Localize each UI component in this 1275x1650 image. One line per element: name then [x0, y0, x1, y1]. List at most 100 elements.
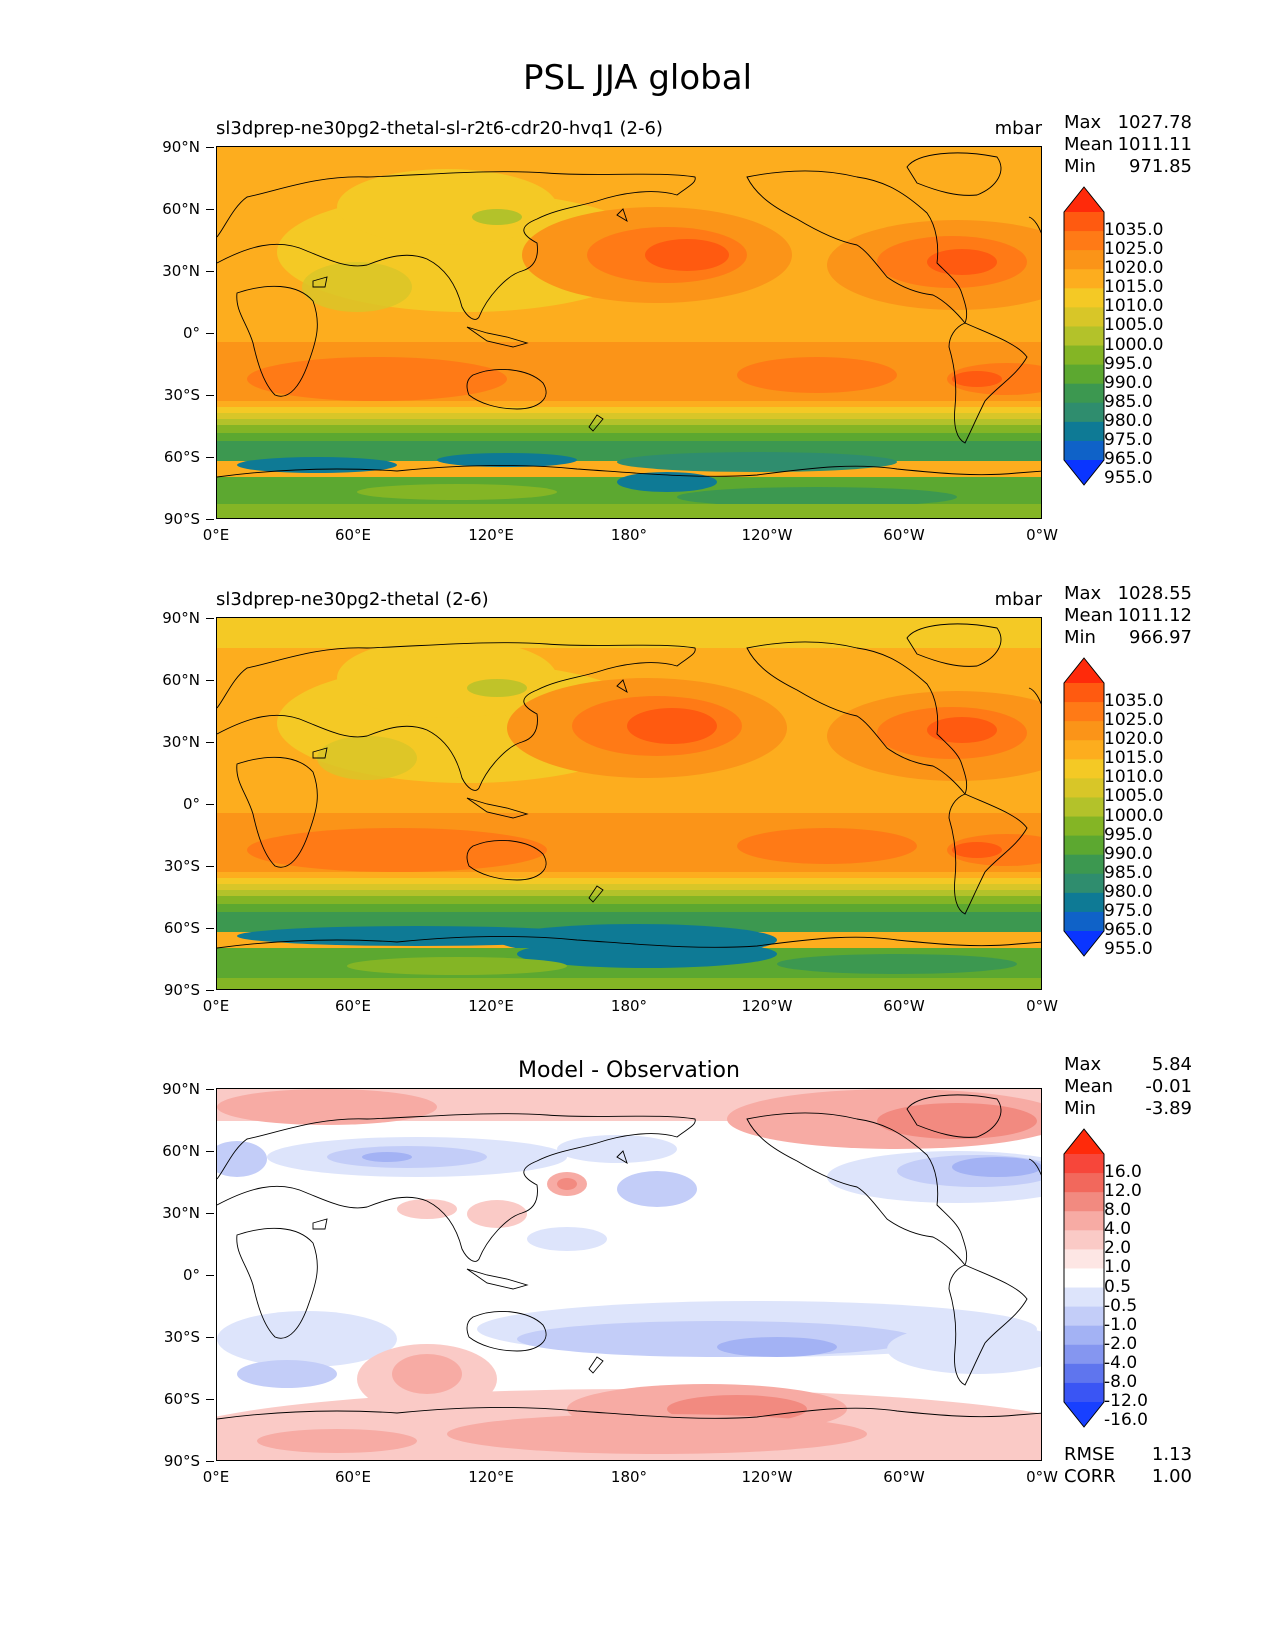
colorbar-tick-label: 1.0 — [1104, 1257, 1132, 1278]
corr-label: CORR — [1064, 1466, 1116, 1487]
colorbar-tick-label: 985.0 — [1104, 391, 1153, 412]
y-tick-label: 30°S — [150, 857, 214, 875]
x-tick-label: 60°W — [883, 526, 925, 544]
psl-map — [216, 617, 1042, 990]
panel-title: Model - Observation — [518, 1058, 740, 1083]
y-tick-label: 30°S — [150, 1328, 214, 1346]
panel-model-test: sl3dprep-ne30pg2-thetal-sl-r2t6-cdr20-hv… — [0, 112, 1275, 588]
x-tick-label: 0°W — [1026, 526, 1058, 544]
colorbar-segment — [1064, 1363, 1104, 1384]
colorbar-segment — [1064, 212, 1104, 232]
x-tick-label: 0°E — [202, 526, 230, 544]
colorbar-segment — [1064, 288, 1104, 308]
y-tick-label: 60°S — [150, 448, 214, 466]
colorbar-segment — [1064, 683, 1104, 703]
colorbar-tick-label: -1.0 — [1104, 1314, 1138, 1335]
colorbar-segment — [1064, 1287, 1104, 1308]
colorbar-tick-label: 1015.0 — [1104, 277, 1164, 298]
x-tick-label: 0°E — [202, 1468, 230, 1486]
colorbar-segment — [1064, 740, 1104, 760]
colorbar-segment — [1064, 1306, 1104, 1327]
y-tick-label: 60°N — [150, 1142, 214, 1160]
stat-mean-label: Mean — [1064, 1076, 1114, 1097]
y-tick-label: 60°S — [150, 919, 214, 937]
colorbar-tick-label: -2.0 — [1104, 1333, 1138, 1354]
panel-model-reference: sl3dprep-ne30pg2-thetal (2-6) mbar Max 10… — [0, 583, 1275, 1059]
colorbar-segment — [1064, 873, 1104, 894]
colorbar-tick-label: 1035.0 — [1104, 220, 1164, 241]
colorbar-tick-label: 1000.0 — [1104, 334, 1164, 355]
stat-mean-value: -0.01 — [1145, 1076, 1192, 1097]
y-tick-label: 90°N — [150, 138, 214, 156]
colorbar-segment — [1064, 440, 1104, 461]
rmse-label: RMSE — [1064, 1444, 1115, 1465]
stat-mean-label: Mean — [1064, 134, 1114, 155]
colorbar-tick-label: 980.0 — [1104, 410, 1153, 431]
colorbar-segment — [1064, 402, 1104, 423]
colorbar-extend-max — [1064, 187, 1104, 212]
x-tick-label: 180° — [610, 997, 648, 1015]
colorbar-extend-max — [1064, 1129, 1104, 1154]
y-tick-label: 60°N — [150, 200, 214, 218]
colorbar-segment — [1064, 778, 1104, 798]
psl-map — [216, 146, 1042, 519]
y-tick-label: 30°S — [150, 386, 214, 404]
x-tick-label: 120°E — [468, 526, 514, 544]
colorbar-segment — [1064, 759, 1104, 779]
colorbar-tick-label: 975.0 — [1104, 900, 1153, 921]
colorbar-segment — [1064, 326, 1104, 347]
y-tick-label: 90°S — [150, 1452, 214, 1470]
x-tick-label: 120°W — [741, 997, 793, 1015]
colorbar-segment — [1064, 892, 1104, 913]
colorbar-tick-label: 12.0 — [1104, 1181, 1142, 1202]
figure-title: PSL JJA global — [522, 58, 753, 98]
colorbar-segment — [1064, 1230, 1104, 1250]
stat-max-label: Max — [1064, 1054, 1102, 1075]
colorbar-extend-max — [1064, 658, 1104, 683]
colorbar-tick-label: 955.0 — [1104, 939, 1153, 960]
colorbar-tick-label: 1005.0 — [1104, 315, 1164, 336]
colorbar-extend-min — [1064, 460, 1104, 485]
x-tick-label: 60°E — [334, 997, 372, 1015]
stats-box: Max 5.84 Mean -0.01 Min -3.89 — [1064, 1054, 1192, 1120]
colorbar-segment — [1064, 364, 1104, 385]
panel-title: sl3dprep-ne30pg2-thetal-sl-r2t6-cdr20-hv… — [216, 118, 663, 139]
x-tick-label: 120°E — [468, 997, 514, 1015]
stat-min-label: Min — [1064, 1098, 1096, 1119]
colorbar-outline — [1063, 657, 1105, 957]
panel-difference: Model - Observation Max 5.84 Mean -0.01 Mi… — [0, 1054, 1275, 1530]
stat-max-value: 1028.55 — [1117, 583, 1192, 604]
x-tick-label: 60°E — [334, 526, 372, 544]
colorbar-segment — [1064, 421, 1104, 442]
colorbar-tick-label: -0.5 — [1104, 1295, 1138, 1316]
colorbar-segment — [1064, 1173, 1104, 1193]
y-tick-label: 0° — [150, 795, 214, 813]
stat-max-label: Max — [1064, 583, 1102, 604]
colorbar-tick-label: 1000.0 — [1104, 805, 1164, 826]
colorbar-tick-label: 1005.0 — [1104, 786, 1164, 807]
x-tick-label: 0°W — [1026, 997, 1058, 1015]
panel-title: sl3dprep-ne30pg2-thetal (2-6) — [216, 589, 489, 610]
stat-min-value: -3.89 — [1145, 1098, 1192, 1119]
colorbar-tick-label: 995.0 — [1104, 824, 1153, 845]
colorbar-segment — [1064, 835, 1104, 856]
colorbar-segment — [1064, 1249, 1104, 1269]
y-tick-label: 60°S — [150, 1390, 214, 1408]
colorbar-tick-label: 965.0 — [1104, 449, 1153, 469]
colorbar-segment — [1064, 1192, 1104, 1212]
colorbar-tick-label: 1025.0 — [1104, 710, 1164, 731]
colorbar-segment — [1064, 1154, 1104, 1174]
stat-min-label: Min — [1064, 156, 1096, 177]
y-tick-label: 90°S — [150, 510, 214, 528]
x-tick-label: 60°E — [334, 1468, 372, 1486]
colorbar-segment — [1064, 1325, 1104, 1346]
y-tick-label: 90°N — [150, 609, 214, 627]
colorbar-outline — [1063, 186, 1105, 486]
stats-box: Max 1027.78 Mean 1011.11 Min 971.85 — [1064, 112, 1192, 178]
colorbar-segment — [1064, 816, 1104, 837]
colorbar-segment — [1064, 269, 1104, 289]
colorbar-segment — [1064, 383, 1104, 404]
colorbar-tick-label: 1010.0 — [1104, 767, 1164, 788]
colorbar-segment — [1064, 854, 1104, 875]
stats-box: Max 1028.55 Mean 1011.12 Min 966.97 — [1064, 583, 1192, 649]
